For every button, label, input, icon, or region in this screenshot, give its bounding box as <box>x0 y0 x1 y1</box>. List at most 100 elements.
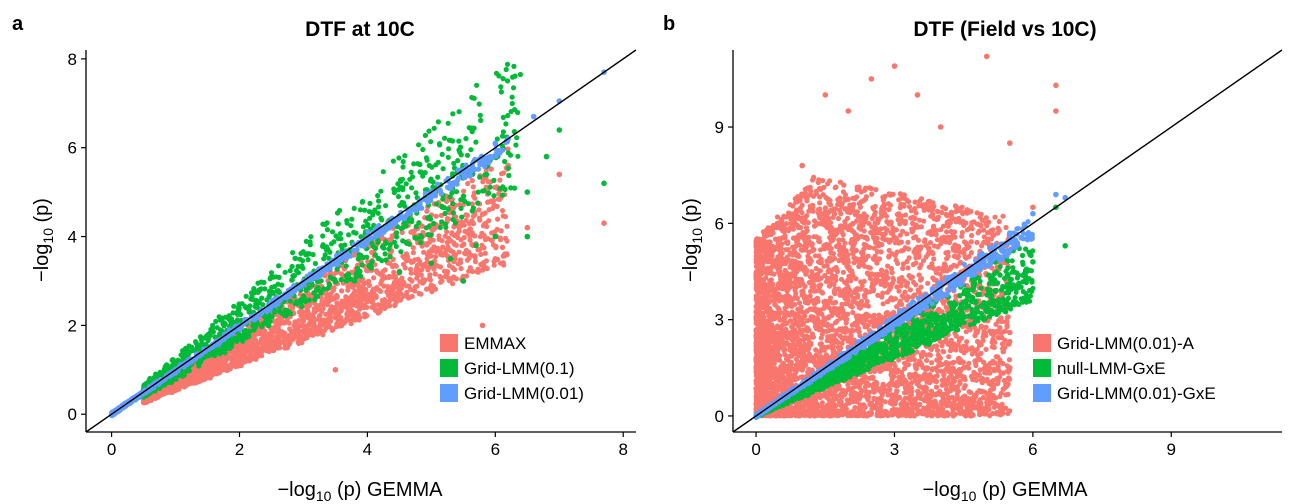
data-point <box>392 302 398 308</box>
data-point <box>290 250 296 256</box>
data-point <box>477 246 483 253</box>
data-point <box>251 343 257 349</box>
data-point <box>365 229 371 235</box>
data-point <box>433 213 439 219</box>
data-point <box>429 246 435 253</box>
data-point <box>398 178 404 184</box>
data-point <box>450 210 456 216</box>
data-point <box>456 224 462 231</box>
data-point <box>418 169 424 175</box>
data-point <box>460 278 467 284</box>
data-point <box>352 292 358 299</box>
data-point <box>869 191 875 197</box>
data-point <box>556 127 563 133</box>
data-point <box>489 155 495 161</box>
data-point <box>335 221 341 227</box>
data-point <box>488 166 494 172</box>
data-point <box>439 151 445 157</box>
data-point <box>308 318 314 324</box>
data-point <box>327 314 333 321</box>
data-point <box>404 289 410 295</box>
data-point <box>350 302 356 308</box>
data-point <box>356 285 362 292</box>
data-point <box>471 125 477 131</box>
data-point <box>357 207 363 213</box>
data-point <box>446 235 452 241</box>
data-point <box>395 194 402 200</box>
data-point <box>287 340 293 346</box>
y-tick-label: 2 <box>68 316 77 335</box>
data-point <box>435 245 441 251</box>
data-point <box>404 254 411 260</box>
data-point <box>900 265 906 271</box>
data-point <box>344 220 350 226</box>
data-point <box>459 214 465 220</box>
data-point <box>480 179 486 185</box>
data-point <box>498 228 504 234</box>
data-point <box>217 348 223 354</box>
data-point <box>338 323 345 329</box>
data-point <box>428 253 434 259</box>
data-point <box>327 249 333 255</box>
data-point <box>176 386 182 392</box>
data-point <box>379 258 385 264</box>
data-point <box>452 267 458 273</box>
data-point <box>387 242 393 248</box>
data-point <box>477 112 483 118</box>
data-point <box>210 371 216 377</box>
data-point <box>470 205 476 211</box>
data-point <box>304 306 310 312</box>
data-point <box>231 303 237 309</box>
data-point <box>462 172 468 178</box>
data-point <box>264 297 270 303</box>
data-point <box>337 257 343 263</box>
data-point <box>420 146 426 153</box>
data-point <box>450 111 456 117</box>
data-point <box>320 301 326 307</box>
data-point <box>486 190 492 196</box>
data-point <box>476 101 482 107</box>
data-point <box>500 129 506 135</box>
data-point <box>383 240 389 247</box>
data-point <box>453 276 459 282</box>
data-point <box>337 207 343 214</box>
data-point <box>326 281 332 287</box>
data-point <box>408 286 414 292</box>
data-point <box>353 230 359 236</box>
data-point <box>492 233 499 240</box>
data-point <box>407 266 414 272</box>
data-point <box>351 311 357 317</box>
data-point <box>149 395 155 401</box>
data-point <box>450 249 456 255</box>
data-point <box>450 216 456 223</box>
x-tick-label: 4 <box>363 440 372 459</box>
data-point <box>450 200 456 207</box>
data-point <box>601 220 607 226</box>
data-point <box>230 349 237 355</box>
data-point <box>292 255 298 261</box>
data-point <box>507 152 514 158</box>
data-point <box>287 268 293 274</box>
data-point <box>436 233 442 239</box>
data-point <box>366 278 372 284</box>
data-point <box>321 256 327 262</box>
data-point <box>226 316 232 322</box>
data-point <box>500 114 506 120</box>
data-point <box>266 323 272 329</box>
data-point <box>451 240 457 246</box>
data-point <box>147 375 153 382</box>
data-point <box>442 273 448 280</box>
data-point <box>332 277 338 283</box>
data-point <box>503 121 509 127</box>
data-point <box>447 255 454 262</box>
axis-label-prefix: −log <box>277 479 315 501</box>
data-point <box>463 217 469 223</box>
data-point <box>271 347 277 354</box>
data-point <box>467 237 473 243</box>
data-point <box>456 138 462 144</box>
data-point <box>491 177 497 183</box>
data-point <box>346 283 352 289</box>
data-point <box>310 252 316 258</box>
data-point <box>354 247 360 253</box>
